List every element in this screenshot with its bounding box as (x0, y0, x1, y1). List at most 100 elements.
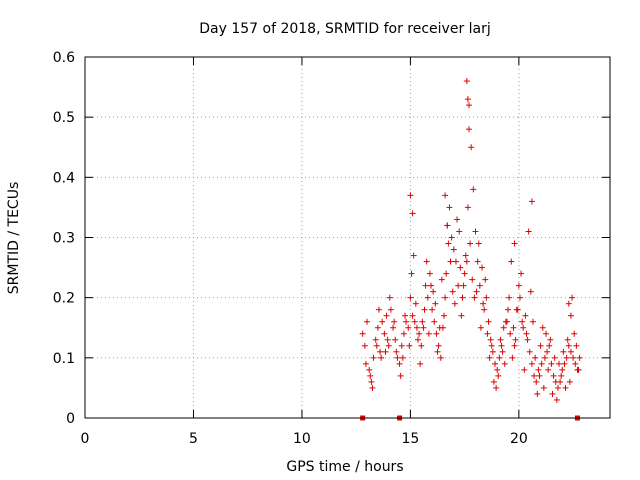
data-point (507, 330, 514, 337)
data-point (460, 282, 467, 289)
data-point (477, 324, 484, 331)
data-point (468, 144, 475, 151)
data-point (471, 294, 478, 301)
data-point (397, 372, 404, 379)
data-point (411, 318, 418, 325)
data-point (544, 348, 551, 355)
ticks-layer: 0 0.1 0.2 0.3 0.4 0.5 0.6 0 5 10 15 20 (53, 50, 610, 447)
data-point (361, 342, 368, 349)
data-point (473, 288, 480, 295)
data-point (405, 324, 412, 331)
data-point (391, 318, 398, 325)
data-point (367, 372, 374, 379)
data-point (550, 372, 557, 379)
data-point (506, 294, 513, 301)
data-point (370, 354, 377, 361)
data-point (572, 360, 579, 367)
data-point (494, 366, 501, 373)
grid-layer (85, 57, 610, 418)
data-point (483, 294, 490, 301)
data-point (379, 318, 386, 325)
data-point (520, 324, 527, 331)
data-point (553, 396, 560, 403)
data-point (426, 270, 433, 277)
data-point (433, 330, 440, 337)
data-point (463, 78, 470, 85)
y-tick-label: 0.5 (53, 110, 75, 126)
data-point (519, 318, 526, 325)
data-point (416, 330, 423, 337)
data-point (443, 270, 450, 277)
data-point (528, 198, 535, 205)
data-point (537, 342, 544, 349)
data-point (435, 342, 442, 349)
data-point (387, 306, 394, 313)
data-point (489, 348, 496, 355)
data-point (493, 384, 500, 391)
data-point (456, 228, 463, 235)
data-point (557, 378, 564, 385)
data-point (490, 378, 497, 385)
chart-title: Day 157 of 2018, SRMTID for receiver lar… (199, 21, 491, 37)
data-point (486, 354, 493, 361)
data-point (527, 288, 534, 295)
data-point (464, 96, 471, 103)
data-point (457, 264, 464, 271)
data-point (408, 270, 415, 277)
data-point (575, 366, 582, 373)
data-point (505, 306, 512, 313)
data-point (445, 240, 452, 247)
data-point (501, 360, 508, 367)
data-point (510, 324, 517, 331)
data-point (567, 348, 574, 355)
data-point (539, 324, 546, 331)
data-point (401, 312, 408, 319)
data-point (512, 336, 519, 343)
data-point (454, 216, 461, 223)
data-point (566, 378, 573, 385)
data-point (461, 270, 468, 277)
data-point (421, 306, 428, 313)
data-point (449, 288, 456, 295)
data-point (547, 336, 554, 343)
data-point (529, 318, 536, 325)
data-point (415, 336, 422, 343)
data-point (384, 336, 391, 343)
data-point (399, 354, 406, 361)
data-point (541, 354, 548, 361)
data-point (403, 318, 410, 325)
data-point (546, 342, 553, 349)
data-point (438, 276, 445, 283)
data-point (423, 258, 430, 265)
data-point (378, 354, 385, 361)
data-point (516, 294, 523, 301)
x-tick-label: 0 (81, 431, 90, 447)
data-point (396, 360, 403, 367)
data-point (565, 300, 572, 307)
data-point (407, 294, 414, 301)
data-point (514, 306, 521, 313)
data-point (382, 348, 389, 355)
data-point (469, 276, 476, 283)
data-point (446, 204, 453, 211)
points-layer (359, 78, 583, 421)
data-point (400, 330, 407, 337)
data-point (535, 366, 542, 373)
data-point (549, 390, 556, 397)
data-point (377, 348, 384, 355)
data-point (428, 282, 435, 289)
data-point (385, 342, 392, 349)
data-point (485, 318, 492, 325)
data-point (518, 270, 525, 277)
data-point (548, 360, 555, 367)
data-point (474, 258, 481, 265)
data-point (375, 306, 382, 313)
x-tick-label: 20 (510, 431, 528, 447)
data-point (462, 252, 469, 259)
y-axis-label: SRMTID / TECUs (6, 182, 22, 295)
data-point (429, 306, 436, 313)
data-point (533, 378, 540, 385)
data-point (464, 204, 471, 211)
data-point (452, 258, 459, 265)
